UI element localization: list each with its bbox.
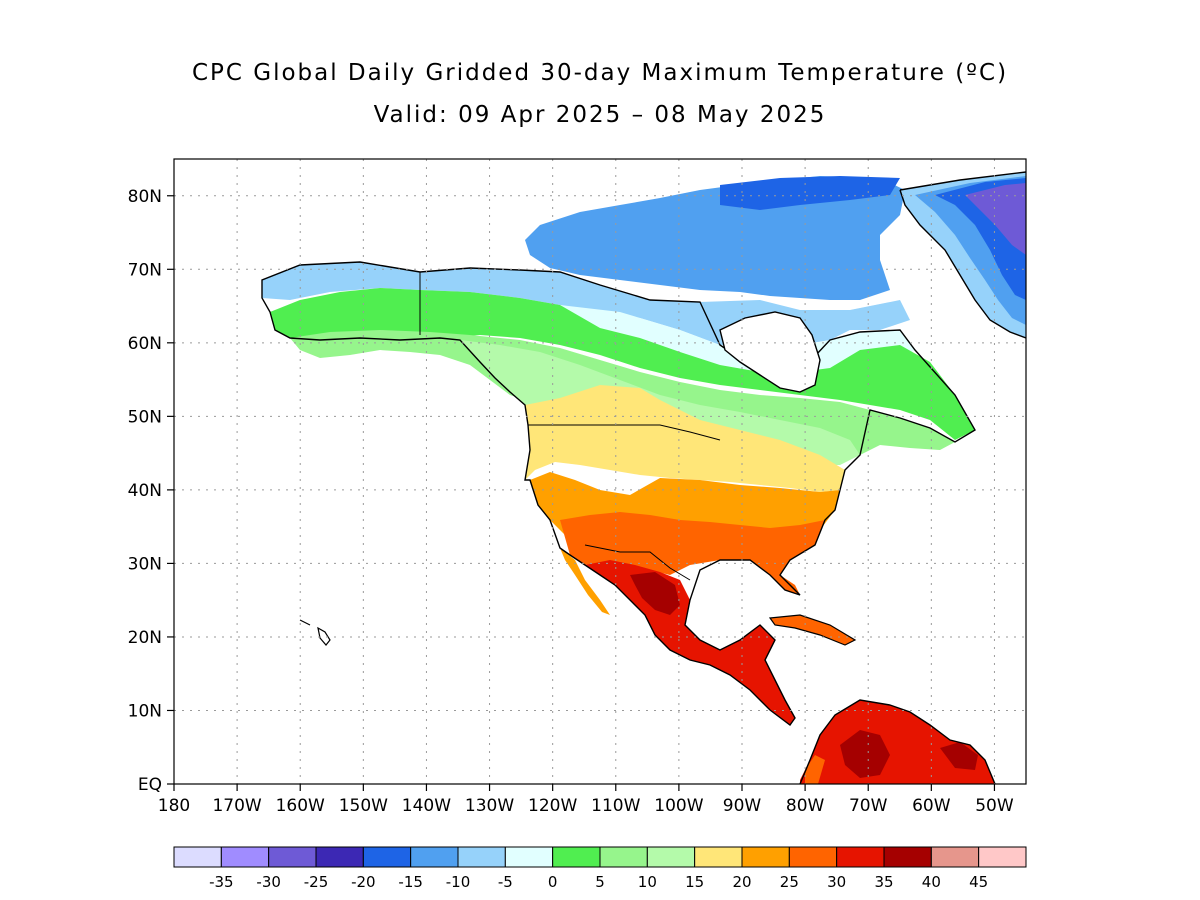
- colorbar-label: 20: [732, 873, 751, 891]
- region-baja: [560, 548, 610, 615]
- colorbar-label: -5: [498, 873, 513, 891]
- lon-tick-label: 80W: [786, 796, 825, 816]
- colorbar-label: 30: [827, 873, 846, 891]
- lon-tick-label: 180: [158, 796, 190, 816]
- region-south-america-hottest: [840, 730, 890, 778]
- lat-tick-label: EQ: [138, 775, 162, 795]
- colorbar-label: 40: [922, 873, 941, 891]
- colorbar-label: -25: [304, 873, 329, 891]
- region-greenland-coldest: [965, 183, 1026, 255]
- colorbar-label: 15: [685, 873, 704, 891]
- coastline-cuba: [768, 614, 857, 646]
- island-hawaii: [299, 619, 331, 646]
- coastline-north-america: [261, 261, 976, 726]
- region-boreal: [270, 288, 975, 440]
- lat-tick-label: 20N: [128, 628, 162, 648]
- colorbar-label: -20: [351, 873, 376, 891]
- lon-tick-label: 50W: [975, 796, 1014, 816]
- colorbar-label: 5: [595, 873, 605, 891]
- lat-tick-label: 60N: [128, 334, 162, 354]
- coastline-greenland: [899, 171, 1026, 339]
- lon-tick-label: 160W: [276, 796, 325, 816]
- longitude-axis: 180 170W 160W 150W 140W 130W 120W 110W 100W 90W 80…: [158, 784, 1014, 816]
- colorbar-swatch: [646, 846, 696, 868]
- colorbar-label: -30: [256, 873, 281, 891]
- region-usa-north: [525, 385, 845, 492]
- lat-tick-label: 40N: [128, 481, 162, 501]
- region-subarctic: [560, 305, 915, 372]
- colorbar-swatch: [883, 846, 932, 868]
- colorbar-label: -15: [398, 873, 423, 891]
- colorbar-label: 45: [969, 873, 988, 891]
- map-title: CPC Global Daily Gridded 30-day Maximum …: [191, 60, 1009, 86]
- colorbar-label: 35: [874, 873, 893, 891]
- colorbar-label: 0: [548, 873, 558, 891]
- colorbar-label: -35: [209, 873, 234, 891]
- colorbar-swatch: [362, 846, 412, 868]
- colorbar-label: 25: [780, 873, 799, 891]
- region-ellesmere: [720, 176, 900, 210]
- colorbar-swatch: [410, 846, 459, 868]
- lat-tick-label: 70N: [128, 260, 162, 280]
- colorbar-swatch: [173, 846, 222, 868]
- lon-tick-label: 150W: [339, 796, 388, 816]
- lat-tick-label: 10N: [128, 701, 162, 721]
- region-south-america-hottest-2: [940, 742, 978, 770]
- colorbar: -35 -30 -25 -20 -15 -10 -5 0 5 10 15 20 25 30 35 40 45: [173, 846, 1027, 891]
- lon-tick-label: 70W: [849, 796, 888, 816]
- land-regions: [261, 171, 1026, 784]
- lat-tick-label: 30N: [128, 554, 162, 574]
- colorbar-swatch: [457, 846, 506, 868]
- colorbar-swatch: [788, 846, 838, 868]
- colorbar-swatch: [741, 846, 790, 868]
- colorbar-swatch: [599, 846, 648, 868]
- region-mexico-hottest: [630, 572, 680, 615]
- colorbar-label: 10: [638, 873, 657, 891]
- border-us-mexico: [584, 544, 691, 581]
- coastline-south-america: [799, 699, 996, 784]
- lon-tick-label: 100W: [654, 796, 703, 816]
- colorbar-swatch: [220, 846, 270, 868]
- colorbar-swatch: [268, 846, 317, 868]
- region-south-america-coast: [805, 755, 825, 784]
- colorbar-swatch: [504, 846, 554, 868]
- lat-tick-label: 50N: [128, 407, 162, 427]
- lon-tick-label: 120W: [528, 796, 577, 816]
- lat-tick-label: 80N: [128, 187, 162, 207]
- colorbar-swatch: [930, 846, 980, 868]
- grid-lines: [174, 159, 1026, 784]
- border-us-canada: [419, 272, 721, 441]
- lon-tick-label: 140W: [402, 796, 451, 816]
- map-frame: [173, 158, 1027, 785]
- colorbar-swatch: [552, 846, 601, 868]
- lon-tick-label: 170W: [212, 796, 261, 816]
- region-cuba: [770, 615, 855, 645]
- colorbar-swatch: [315, 846, 364, 868]
- lon-tick-label: 110W: [591, 796, 640, 816]
- map-subtitle: Valid: 09 Apr 2025 – 08 May 2025: [373, 102, 827, 128]
- colorbar-label: -10: [446, 873, 471, 891]
- lon-tick-label: 60W: [912, 796, 951, 816]
- latitude-axis: 80N 70N 60N 50N 40N 30N 20N 10N EQ: [128, 187, 174, 795]
- coastline-hudson-bay: [719, 311, 821, 393]
- colorbar-swatch: [694, 846, 743, 868]
- colorbar-swatch: [836, 846, 885, 868]
- lon-tick-label: 130W: [465, 796, 514, 816]
- lon-tick-label: 90W: [723, 796, 762, 816]
- region-arctic-islands: [525, 176, 905, 300]
- colorbar-swatch: [978, 846, 1027, 868]
- region-usa-south: [560, 512, 825, 595]
